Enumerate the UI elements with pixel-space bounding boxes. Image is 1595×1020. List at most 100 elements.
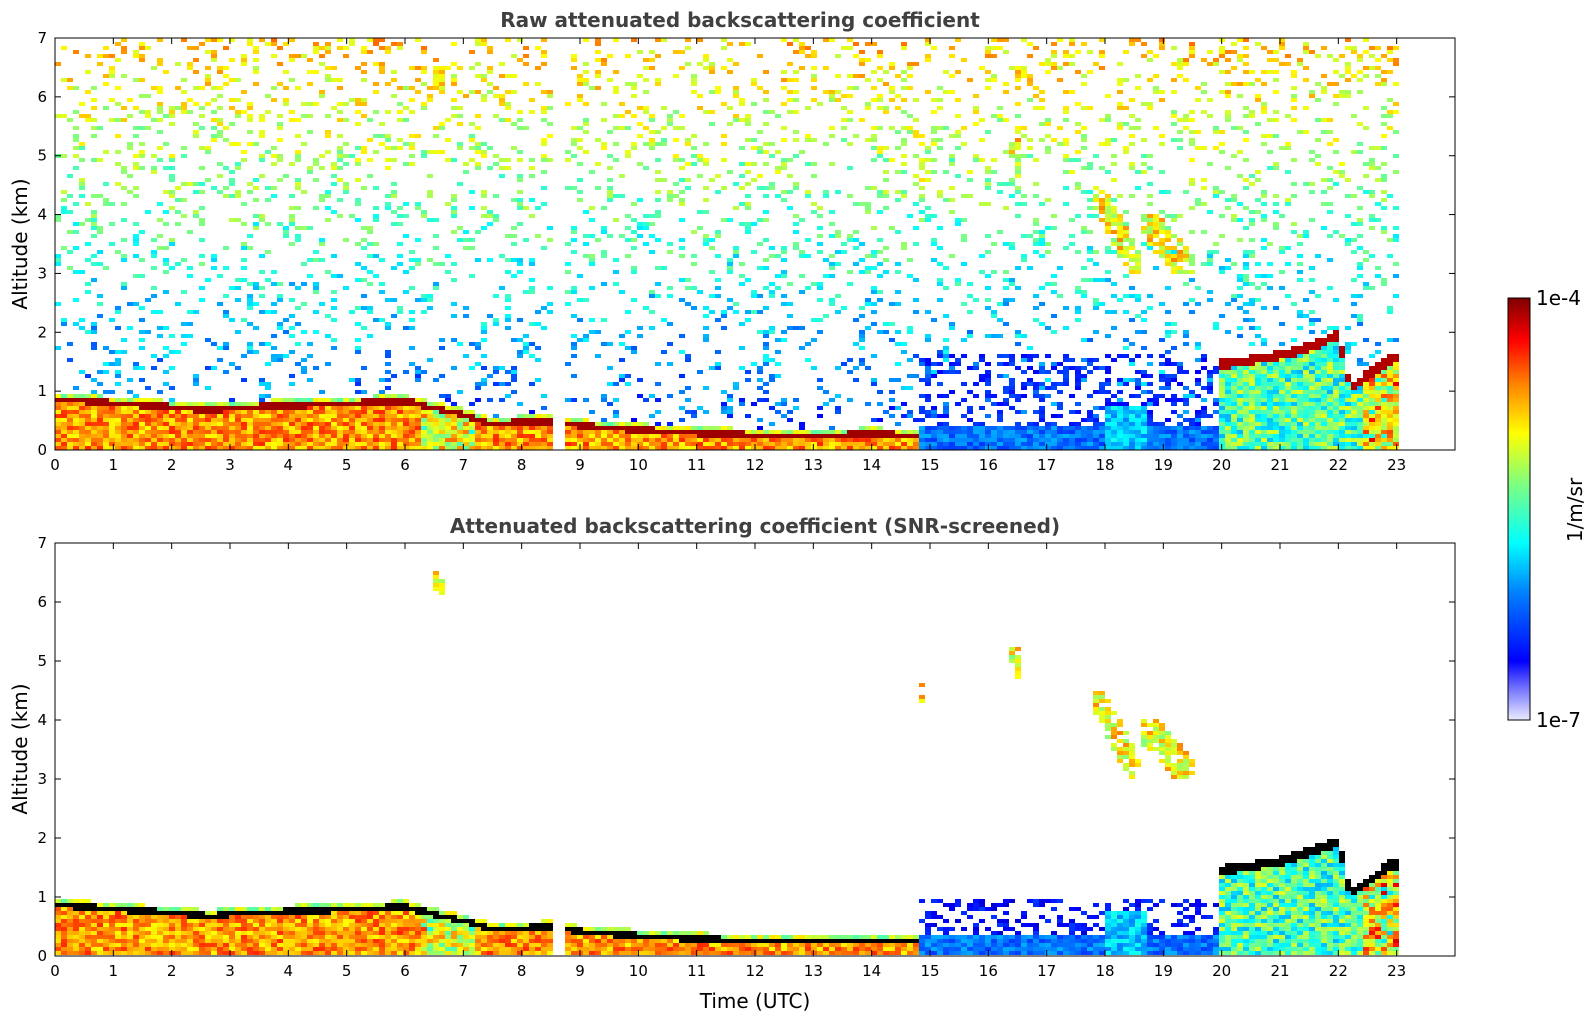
raw-backscatter-panel: Raw attenuated backscattering coefficien… <box>8 8 1456 474</box>
heatmap-cell <box>649 442 655 446</box>
heatmap-cell <box>1117 234 1123 238</box>
heatmap-cell <box>103 418 109 422</box>
heatmap-cell <box>565 102 571 106</box>
heatmap-cell <box>811 338 817 342</box>
heatmap-cell <box>1153 250 1159 254</box>
heatmap-cell <box>829 210 835 214</box>
heatmap-cell <box>943 370 949 374</box>
heatmap-cell <box>607 166 613 170</box>
heatmap-cell <box>235 218 241 222</box>
heatmap-cell <box>139 78 145 82</box>
heatmap-cell <box>331 210 337 214</box>
heatmap-cell <box>847 194 853 198</box>
heatmap-cell <box>973 430 979 434</box>
heatmap-cell <box>685 162 691 166</box>
heatmap-cell <box>1033 446 1039 450</box>
heatmap-cell <box>907 86 913 90</box>
heatmap-cell <box>475 362 481 366</box>
heatmap-cell <box>751 294 757 298</box>
heatmap-cell <box>253 178 259 182</box>
heatmap-cell <box>229 402 235 406</box>
heatmap-cell <box>217 302 223 306</box>
heatmap-cell <box>763 110 769 114</box>
heatmap-cell <box>1105 218 1111 222</box>
heatmap-cell <box>841 242 847 246</box>
heatmap-cell <box>109 70 115 74</box>
heatmap-cell <box>367 310 373 314</box>
heatmap-cell <box>205 418 211 422</box>
heatmap-cell <box>517 206 523 210</box>
heatmap-cell <box>907 274 913 278</box>
heatmap-cell <box>463 426 469 430</box>
heatmap-cell <box>1177 442 1183 446</box>
heatmap-cell <box>1135 406 1141 410</box>
heatmap-cell <box>1123 422 1129 426</box>
heatmap-cell <box>211 110 217 114</box>
heatmap-cell <box>283 330 289 334</box>
heatmap-cell <box>337 438 343 442</box>
heatmap-cell <box>793 110 799 114</box>
heatmap-cell <box>475 438 481 442</box>
heatmap-cell <box>367 230 373 234</box>
heatmap-cell <box>841 106 847 110</box>
heatmap-cell <box>613 426 619 430</box>
heatmap-cell <box>607 438 613 442</box>
heatmap-cell <box>601 418 607 422</box>
heatmap-cell <box>163 70 169 74</box>
heatmap-cell <box>451 214 457 218</box>
heatmap-cell <box>79 270 85 274</box>
heatmap-cell <box>421 426 427 430</box>
heatmap-cell <box>193 122 199 126</box>
heatmap-cell <box>85 330 91 334</box>
heatmap-cell <box>235 98 241 102</box>
heatmap-cell <box>1099 142 1105 146</box>
heatmap-cell <box>751 162 757 166</box>
heatmap-cell <box>793 242 799 246</box>
heatmap-cell <box>1051 426 1057 430</box>
heatmap-cell <box>913 62 919 66</box>
heatmap-cell <box>427 98 433 102</box>
heatmap-cell <box>127 434 133 438</box>
heatmap-cell <box>493 434 499 438</box>
heatmap-cell <box>391 266 397 270</box>
heatmap-cell <box>211 414 217 418</box>
heatmap-cell <box>1033 222 1039 226</box>
heatmap-cell <box>61 394 67 398</box>
heatmap-cell <box>1201 358 1207 362</box>
heatmap-cell <box>193 422 199 426</box>
heatmap-cell <box>91 346 97 350</box>
heatmap-cell <box>1117 222 1123 226</box>
heatmap-cell <box>259 134 265 138</box>
heatmap-cell <box>589 430 595 434</box>
heatmap-cell <box>1015 126 1021 130</box>
heatmap-cell <box>817 214 823 218</box>
heatmap-cell <box>313 366 319 370</box>
heatmap-cell <box>1117 238 1123 242</box>
heatmap-cell <box>277 414 283 418</box>
heatmap-cell <box>649 138 655 142</box>
heatmap-cell <box>925 362 931 366</box>
heatmap-cell <box>631 270 637 274</box>
heatmap-cell <box>1105 170 1111 174</box>
heatmap-cell <box>145 410 151 414</box>
heatmap-cell <box>733 182 739 186</box>
heatmap-cell <box>583 254 589 258</box>
heatmap-cell <box>379 70 385 74</box>
heatmap-cell <box>475 382 481 386</box>
heatmap-cell <box>325 46 331 50</box>
heatmap-cell <box>811 78 817 82</box>
heatmap-cell <box>1135 382 1141 386</box>
heatmap-cell <box>157 130 163 134</box>
heatmap-cell <box>547 90 553 94</box>
heatmap-cell <box>1189 230 1195 234</box>
heatmap-cell <box>109 418 115 422</box>
heatmap-cell <box>1075 446 1081 450</box>
heatmap-cell <box>793 70 799 74</box>
heatmap-cell <box>253 438 259 442</box>
heatmap-cell <box>55 414 61 418</box>
heatmap-cell <box>1063 442 1069 446</box>
heatmap-cell <box>1195 442 1201 446</box>
heatmap-cell <box>331 162 337 166</box>
heatmap-cell <box>931 126 937 130</box>
heatmap-cell <box>577 178 583 182</box>
